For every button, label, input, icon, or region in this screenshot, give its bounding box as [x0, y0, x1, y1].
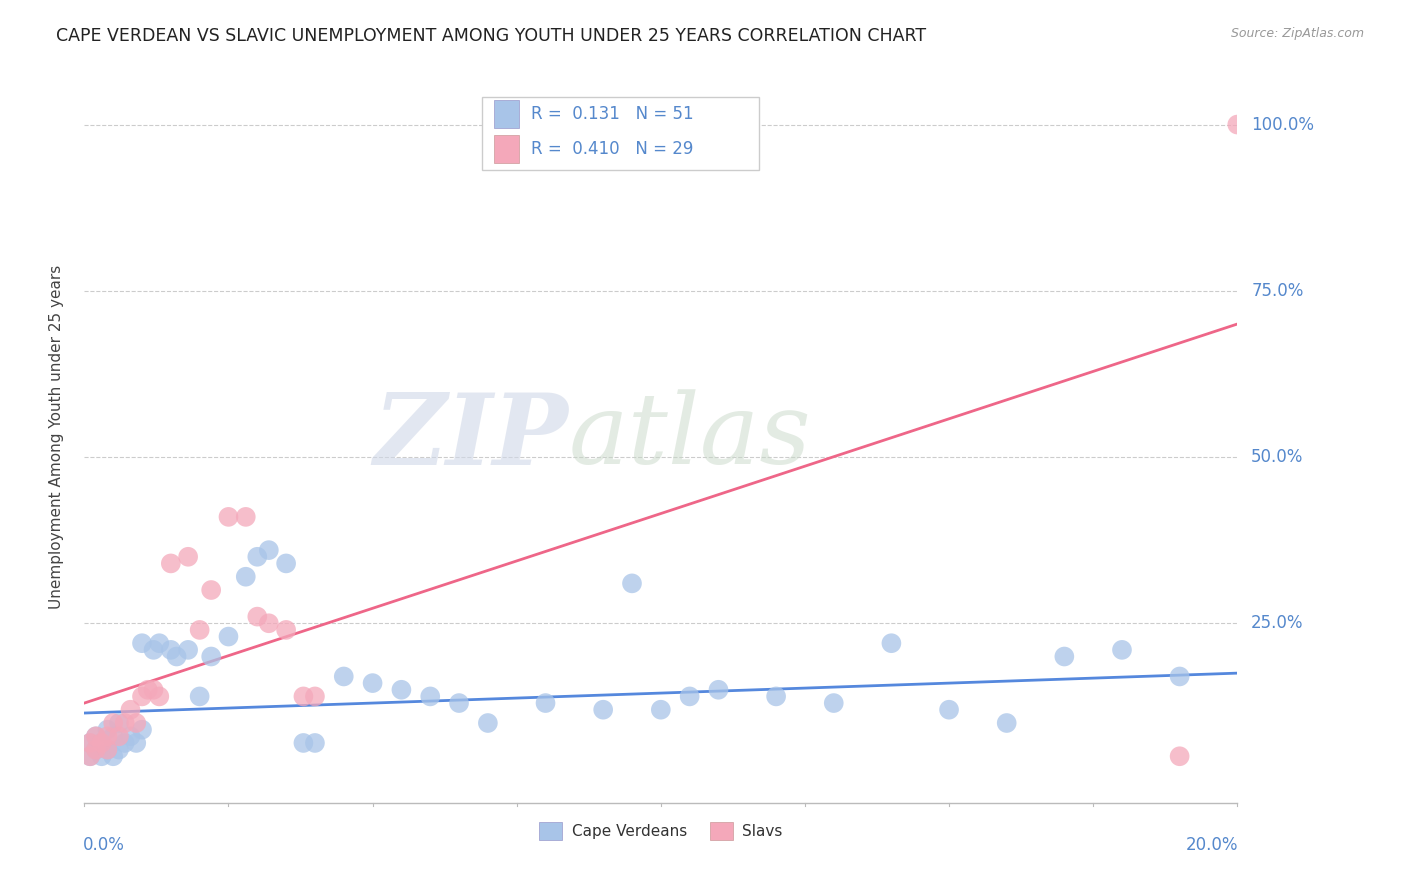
- Point: [120, 729, 142, 743]
- Point: [218, 630, 240, 644]
- Point: [257, 616, 280, 631]
- Text: 75.0%: 75.0%: [1251, 282, 1303, 300]
- Point: [125, 736, 148, 750]
- Point: [79, 749, 101, 764]
- Text: 100.0%: 100.0%: [1251, 116, 1315, 134]
- Point: [125, 716, 148, 731]
- Point: [534, 696, 557, 710]
- Point: [276, 557, 298, 571]
- Point: [292, 736, 315, 750]
- Point: [177, 643, 200, 657]
- Point: [276, 623, 298, 637]
- Point: [131, 723, 153, 737]
- Point: [679, 690, 702, 704]
- Point: [166, 649, 188, 664]
- Text: 0.0%: 0.0%: [83, 836, 125, 854]
- Point: [361, 676, 384, 690]
- Text: atlas: atlas: [568, 390, 811, 484]
- Text: 25.0%: 25.0%: [1251, 615, 1303, 632]
- Point: [79, 736, 101, 750]
- Bar: [494, 100, 519, 128]
- Point: [177, 549, 200, 564]
- Text: CAPE VERDEAN VS SLAVIC UNEMPLOYMENT AMONG YOUTH UNDER 25 YEARS CORRELATION CHART: CAPE VERDEAN VS SLAVIC UNEMPLOYMENT AMON…: [56, 27, 927, 45]
- Point: [142, 682, 165, 697]
- Point: [477, 716, 499, 731]
- Point: [880, 636, 903, 650]
- Point: [707, 682, 730, 697]
- Point: [304, 690, 326, 704]
- Point: [103, 749, 124, 764]
- Point: [592, 703, 614, 717]
- Point: [84, 742, 107, 756]
- Point: [96, 742, 118, 756]
- Point: [200, 582, 222, 597]
- Text: 50.0%: 50.0%: [1251, 448, 1303, 466]
- Point: [391, 682, 413, 697]
- Point: [90, 749, 112, 764]
- Point: [148, 690, 170, 704]
- Point: [142, 643, 165, 657]
- Point: [84, 742, 107, 756]
- Bar: [494, 135, 519, 163]
- Text: Source: ZipAtlas.com: Source: ZipAtlas.com: [1230, 27, 1364, 40]
- Point: [131, 690, 153, 704]
- Point: [84, 729, 107, 743]
- Point: [103, 716, 124, 731]
- Point: [304, 736, 326, 750]
- Point: [823, 696, 845, 710]
- Point: [257, 543, 280, 558]
- Text: R =  0.131   N = 51: R = 0.131 N = 51: [530, 104, 693, 123]
- Point: [292, 690, 315, 704]
- Point: [1111, 643, 1133, 657]
- Point: [96, 723, 118, 737]
- Point: [160, 557, 183, 571]
- Point: [103, 729, 124, 743]
- Point: [1053, 649, 1076, 664]
- Text: 20.0%: 20.0%: [1185, 836, 1239, 854]
- Point: [1168, 669, 1191, 683]
- Point: [84, 729, 107, 743]
- Point: [114, 736, 136, 750]
- Point: [188, 690, 211, 704]
- Text: R =  0.410   N = 29: R = 0.410 N = 29: [530, 140, 693, 158]
- Point: [1168, 749, 1191, 764]
- Point: [96, 742, 118, 756]
- Point: [90, 736, 112, 750]
- Point: [765, 690, 787, 704]
- Point: [79, 736, 101, 750]
- Point: [333, 669, 356, 683]
- Point: [90, 736, 112, 750]
- Point: [114, 716, 136, 731]
- Point: [131, 636, 153, 650]
- Point: [650, 703, 672, 717]
- Text: ZIP: ZIP: [374, 389, 568, 485]
- Point: [621, 576, 644, 591]
- FancyBboxPatch shape: [482, 97, 759, 170]
- Point: [160, 643, 183, 657]
- Point: [938, 703, 960, 717]
- Point: [79, 749, 101, 764]
- Point: [136, 682, 159, 697]
- Point: [96, 729, 118, 743]
- Point: [419, 690, 441, 704]
- Point: [200, 649, 222, 664]
- Point: [108, 716, 131, 731]
- Point: [235, 509, 257, 524]
- Point: [108, 729, 131, 743]
- Point: [188, 623, 211, 637]
- Point: [995, 716, 1018, 731]
- Point: [246, 549, 269, 564]
- Legend: Cape Verdeans, Slavs: Cape Verdeans, Slavs: [533, 815, 789, 847]
- Point: [108, 742, 131, 756]
- Point: [1226, 118, 1249, 132]
- Point: [148, 636, 170, 650]
- Point: [449, 696, 471, 710]
- Point: [246, 609, 269, 624]
- Point: [235, 570, 257, 584]
- Point: [120, 703, 142, 717]
- Y-axis label: Unemployment Among Youth under 25 years: Unemployment Among Youth under 25 years: [49, 265, 63, 609]
- Point: [218, 509, 240, 524]
